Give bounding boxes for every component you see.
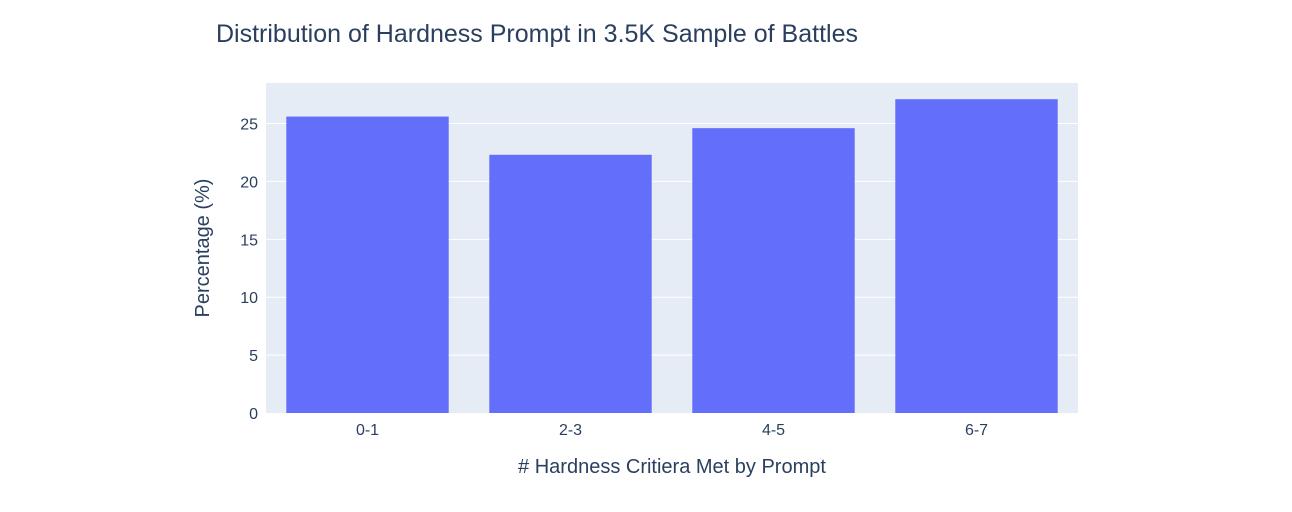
x-tick-label: 6-7 (965, 422, 988, 439)
bar-6-7 (895, 99, 1058, 414)
bar-2-3 (489, 154, 652, 413)
x-tick-labels: 0-1 2-3 4-5 6-7 (356, 422, 988, 439)
x-tick-label: 0-1 (356, 422, 379, 439)
chart-title: Distribution of Hardness Prompt in 3.5K … (216, 20, 858, 48)
bar-0-1 (286, 116, 449, 413)
y-tick-labels: 0 5 10 15 20 25 (240, 117, 258, 423)
y-tick-label: 0 (249, 406, 258, 423)
bars (286, 99, 1058, 414)
x-axis-title: # Hardness Critiera Met by Prompt (518, 456, 826, 478)
y-axis-title: Percentage (%) (192, 179, 214, 318)
x-tick-label: 2-3 (559, 422, 582, 439)
x-tick-label: 4-5 (762, 422, 785, 439)
y-tick-label: 5 (249, 348, 258, 365)
bar-4-5 (692, 128, 855, 413)
y-tick-label: 15 (240, 232, 258, 249)
y-tick-label: 10 (240, 290, 258, 307)
y-tick-label: 20 (240, 174, 258, 191)
y-tick-label: 25 (240, 117, 258, 134)
